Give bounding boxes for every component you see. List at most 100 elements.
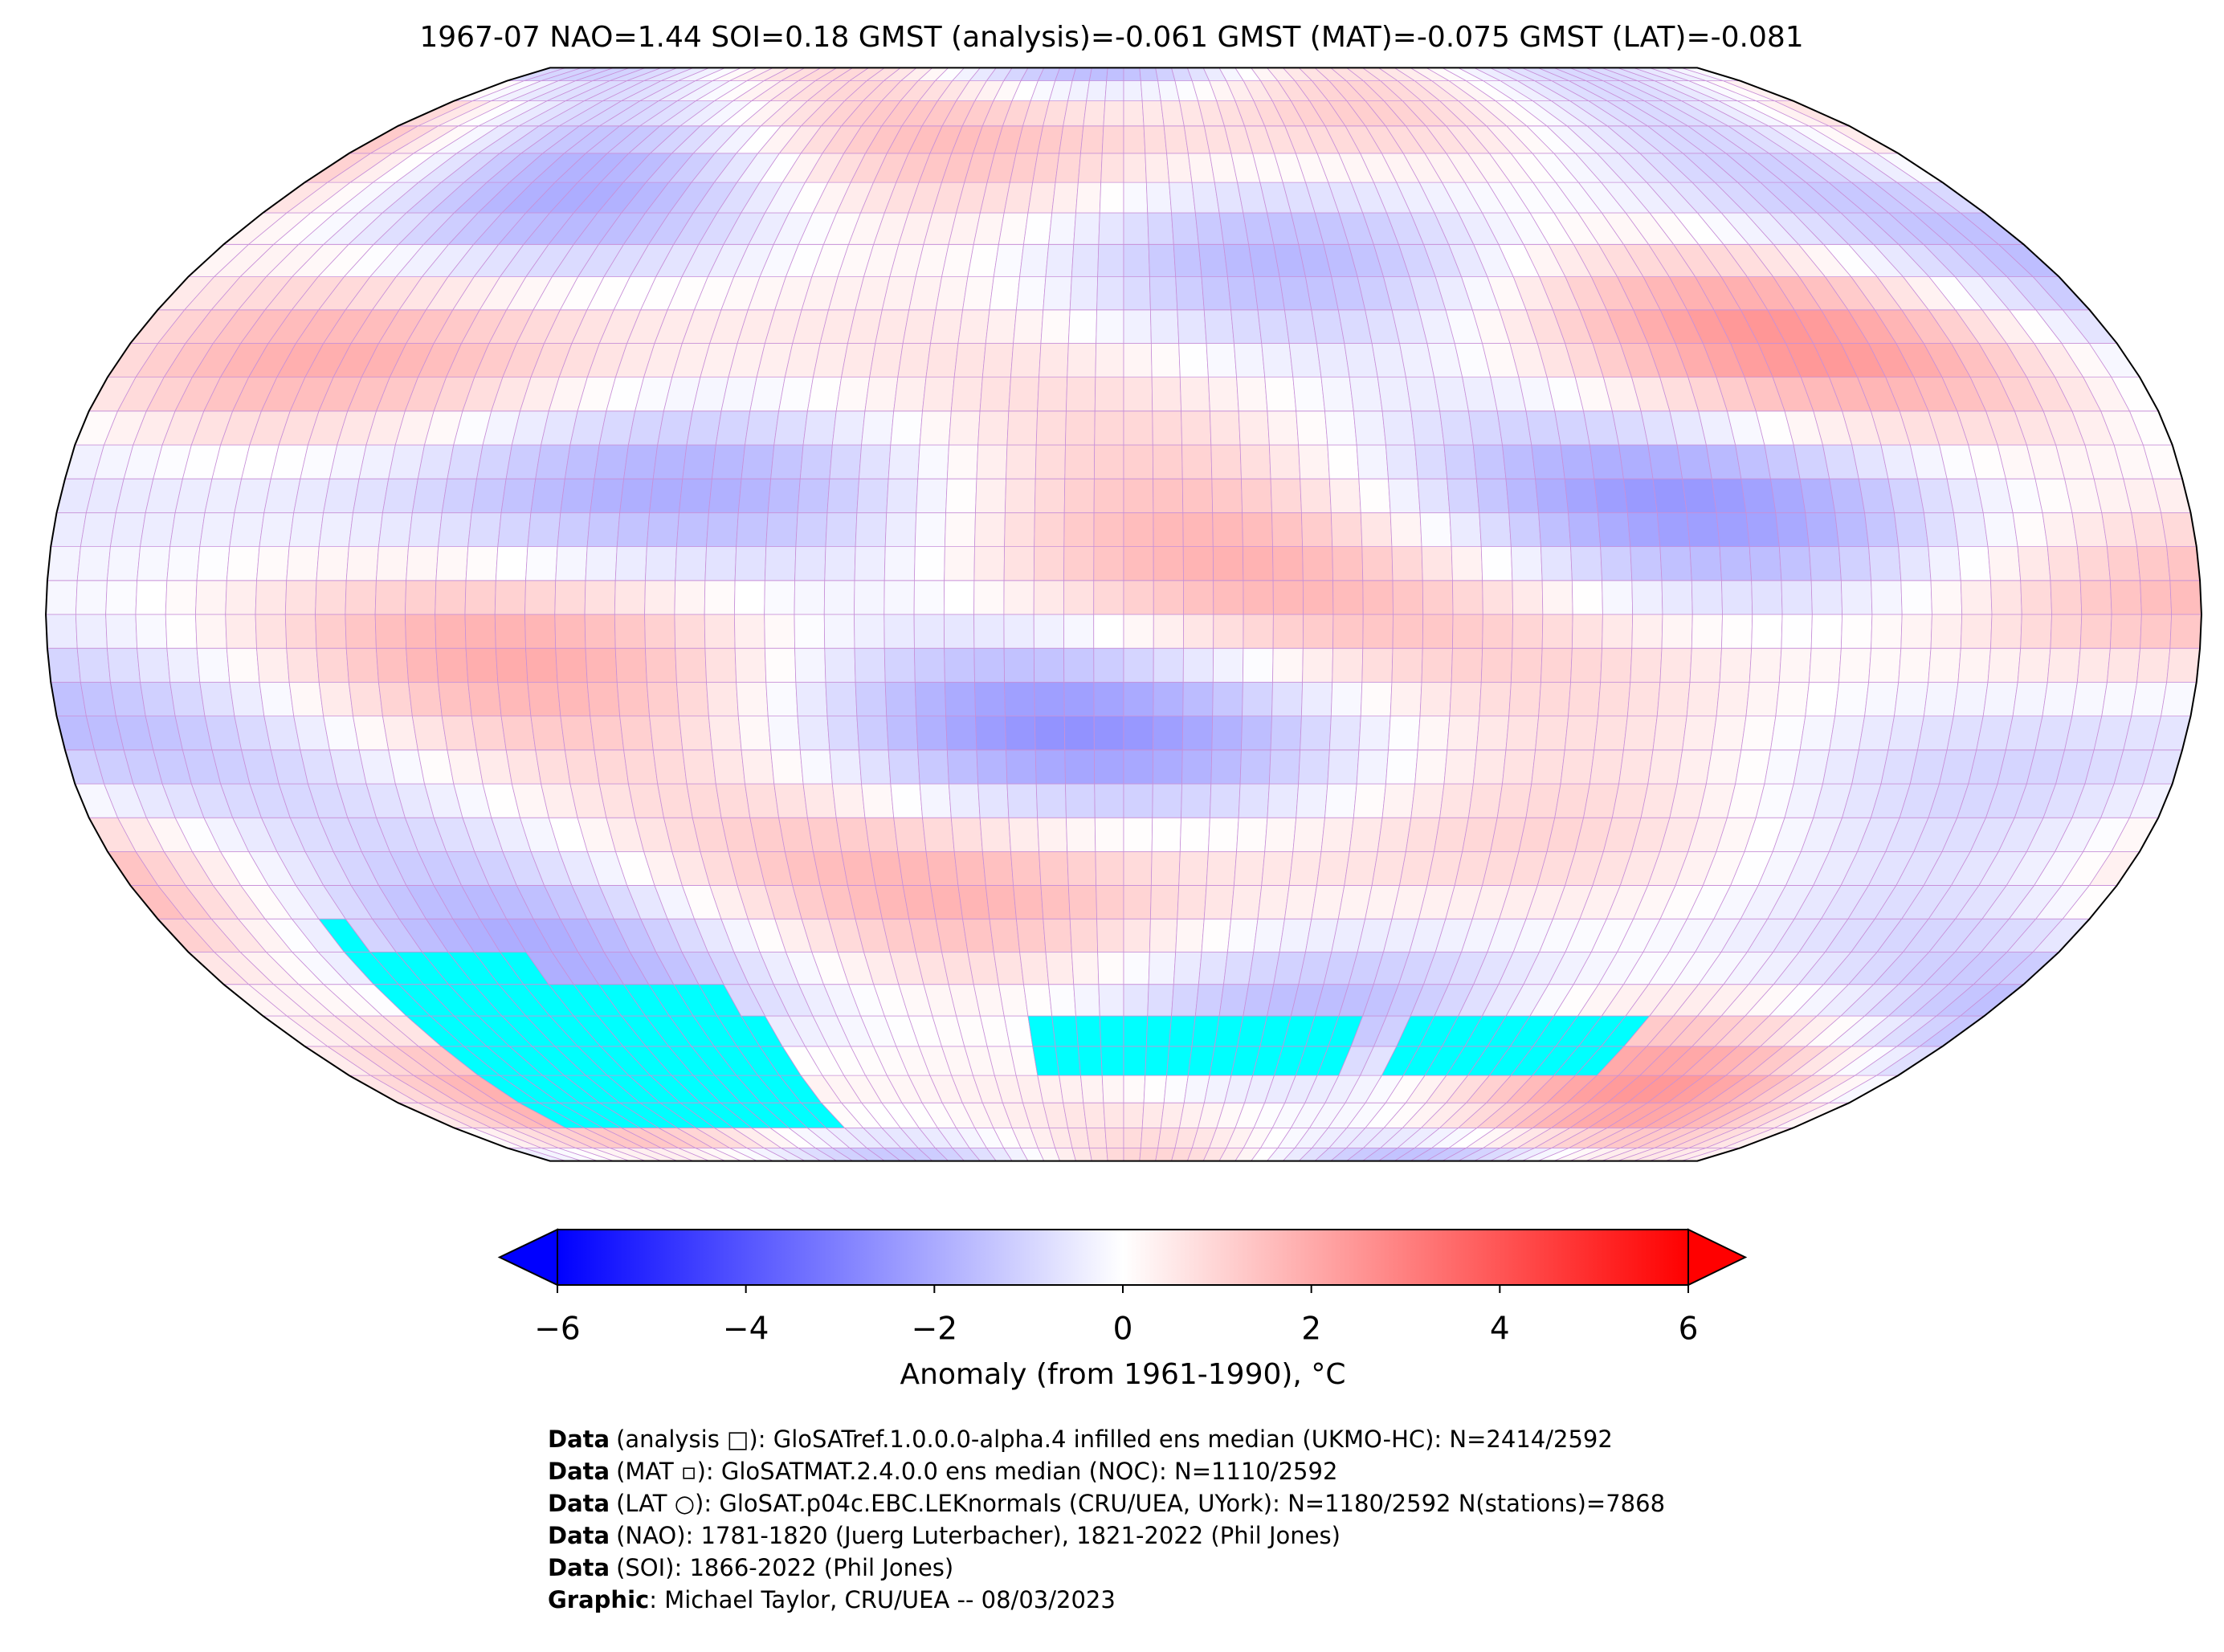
credit-text: : Michael Taylor, CRU/UEA -- 08/03/2023 [649, 1586, 1116, 1613]
grid-cell [1071, 67, 1092, 82]
grid-cell [1123, 749, 1154, 785]
grid-cell [797, 67, 839, 82]
grid-cell [1150, 343, 1181, 378]
grid-cell [616, 512, 650, 548]
colorbar-extend-high [1687, 1228, 1748, 1287]
grid-cell [1073, 984, 1100, 1017]
grid-cell [1649, 67, 1707, 82]
grid-cell [1569, 67, 1621, 82]
grid-cell [1037, 377, 1068, 412]
grid-cell [575, 67, 630, 82]
grid-cell [1320, 817, 1354, 852]
grid-cell [764, 614, 795, 649]
colorbar-tick-label: 4 [1490, 1311, 1510, 1348]
grid-cell [953, 343, 986, 378]
grid-cell [977, 783, 1010, 818]
grid-cell [1292, 817, 1325, 852]
grid-cell [1020, 67, 1045, 82]
grid-cell [166, 546, 201, 581]
grid-cell [1233, 343, 1266, 378]
grid-cell [1123, 343, 1153, 378]
grid-cell [1898, 546, 1932, 581]
grid-cell [1740, 716, 1777, 751]
grid-cell [1093, 614, 1124, 649]
grid-cell [943, 580, 975, 615]
grid-cell [80, 512, 116, 548]
grid-cell [741, 444, 775, 479]
grid-cell [957, 885, 990, 920]
grid-cell [1272, 580, 1304, 615]
grid-cell [1541, 580, 1573, 615]
grid-cell [1388, 716, 1421, 751]
grid-cell [1166, 1046, 1193, 1076]
grid-cell [1183, 614, 1214, 649]
grid-cell [962, 276, 994, 311]
grid-cell [1300, 478, 1332, 513]
grid-cell [1381, 410, 1416, 446]
grid-cell [1452, 614, 1483, 649]
grid-cell [616, 681, 650, 716]
grid-cell [1659, 647, 1692, 683]
grid-cell [1043, 918, 1072, 952]
grid-cell [1682, 716, 1717, 751]
grid-cell [1982, 681, 2018, 716]
colorbar-extend-low [497, 1228, 558, 1287]
grid-cell [897, 343, 931, 378]
grid-cell [1033, 614, 1064, 649]
grid-cell [1353, 783, 1386, 818]
grid-cell [855, 512, 888, 548]
grid-cell [764, 647, 797, 683]
grid-cell [950, 377, 983, 412]
grid-cell [375, 546, 409, 581]
grid-cell [1571, 580, 1603, 615]
grid-cell [854, 647, 886, 683]
grid-cell [438, 512, 472, 548]
grid-cell [1123, 212, 1149, 245]
grid-cell [1123, 243, 1150, 278]
grid-cell [1871, 614, 1903, 649]
grid-cell [764, 580, 795, 615]
grid-cell [1048, 984, 1076, 1017]
grid-cell [1123, 444, 1154, 479]
grid-cell [1242, 681, 1273, 716]
grid-cell [476, 444, 512, 479]
grid-cell [1272, 647, 1304, 683]
grid-cell [1064, 749, 1096, 785]
grid-cell [1006, 444, 1037, 479]
grid-cell [989, 918, 1021, 952]
grid-cell [765, 681, 798, 716]
grid-cell [225, 614, 257, 649]
grid-cell [554, 614, 586, 649]
grid-cell [1778, 546, 1812, 581]
grid-cell [1101, 1075, 1124, 1103]
grid-cell [1377, 67, 1416, 82]
grid-cell [1123, 716, 1154, 751]
credit-label: Data [548, 1554, 610, 1581]
grid-cell [900, 67, 933, 82]
grid-cell [109, 681, 146, 716]
grid-cell [1349, 817, 1383, 852]
grid-cell [137, 546, 171, 581]
grid-cell [919, 783, 952, 818]
grid-cell [957, 309, 990, 344]
grid-cell [1570, 647, 1602, 683]
grid-cell [1202, 67, 1227, 82]
grid-cell [913, 580, 945, 615]
grid-cell [1171, 212, 1199, 245]
grid-cell [1079, 125, 1104, 154]
grid-cell [377, 681, 413, 716]
grid-cell [1656, 512, 1691, 548]
grid-cell [973, 546, 1005, 581]
grid-cell [1716, 681, 1750, 716]
grid-cell [1553, 67, 1604, 82]
grid-cell [1594, 478, 1628, 513]
grid-cell [1745, 512, 1780, 548]
grid-cell [345, 580, 377, 615]
title: 1967-07 NAO=1.44 SOI=0.18 GMST (analysis… [419, 21, 1803, 54]
grid-cell [1075, 182, 1102, 214]
grid-cell [2169, 614, 2202, 649]
grid-cell [1665, 67, 1724, 82]
grid-cell [1686, 512, 1720, 548]
grid-cell [1267, 410, 1300, 446]
grid-cell [1589, 749, 1624, 785]
